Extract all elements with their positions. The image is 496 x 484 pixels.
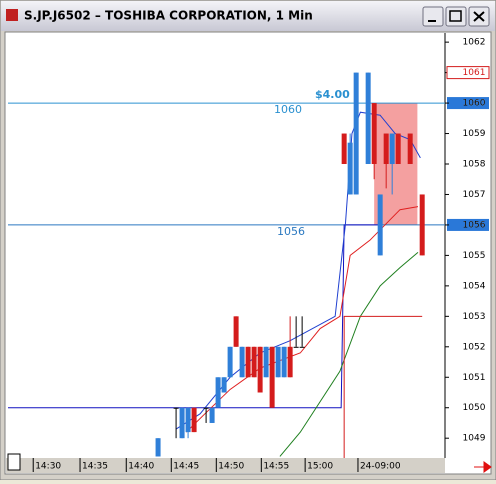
app-icon (6, 9, 18, 21)
candle-body (239, 346, 245, 378)
candle-body (269, 346, 275, 408)
y-tick-label: 1057 (463, 190, 486, 200)
y-tick-label: 1049 (463, 434, 486, 444)
max-button[interactable] (445, 6, 467, 27)
candle-body (173, 407, 179, 409)
candle-body (245, 346, 251, 378)
x-tick-label: 14:45 (173, 462, 199, 472)
x-tick-label: 24-09:00 (360, 462, 401, 472)
candle-body (395, 133, 401, 165)
candle-body (233, 316, 239, 347)
close-button[interactable] (468, 6, 490, 27)
x-tick-label: 14:35 (82, 462, 108, 472)
price-marker-label: 1061 (463, 68, 486, 78)
candle-body (209, 407, 215, 423)
price-box-label: 1060 (463, 99, 486, 109)
annotation: $4.00 (315, 88, 350, 101)
candle-body (371, 103, 377, 165)
min-button[interactable] (422, 6, 444, 27)
x-tick-label: 14:50 (218, 462, 244, 472)
candle-body (365, 72, 371, 165)
candle-body (281, 346, 287, 378)
candle-body (287, 346, 293, 378)
candle-body (341, 133, 347, 165)
candle-body (203, 407, 209, 409)
price-marker (446, 66, 490, 80)
candle-body (275, 346, 281, 378)
candle-body (215, 377, 221, 408)
y-tick-label: 1056 (463, 220, 486, 230)
window-title: S.JP.J6502 – TOSHIBA CORPORATION, 1 Min (24, 9, 313, 23)
price-box-label: 1056 (463, 220, 486, 230)
candle-body (419, 194, 425, 256)
candle-body (185, 407, 191, 433)
y-tick-label: 1053 (463, 312, 486, 322)
level-label: 1060 (274, 103, 302, 116)
y-tick-label: 1058 (463, 160, 486, 170)
x-tick-label: 14:30 (35, 462, 61, 472)
price-box (447, 97, 489, 110)
y-tick-label: 1060 (463, 99, 486, 109)
candle-body (347, 142, 353, 195)
line-series (343, 315, 423, 458)
candle-body (257, 346, 263, 393)
candle-body (263, 346, 269, 378)
x-tick-label: 14:55 (263, 462, 289, 472)
y-tick-label: 1052 (463, 342, 486, 352)
scroll-arrow[interactable] (474, 461, 492, 473)
title-bar (1, 1, 495, 31)
candle-body (251, 346, 257, 378)
candle-body (377, 194, 383, 256)
candle-body (407, 133, 413, 165)
price-box (447, 218, 489, 231)
candle-body (293, 346, 299, 348)
y-tick-label: 1050 (463, 403, 486, 413)
y-tick-label: 1062 (463, 38, 486, 48)
candle-body (389, 133, 395, 165)
candle-body (299, 346, 305, 348)
scroll-box[interactable] (7, 453, 21, 471)
candle-body (155, 438, 161, 457)
y-tick-label: 1059 (463, 129, 486, 139)
y-tick-label: 1054 (463, 281, 486, 291)
candle-body (221, 377, 227, 393)
y-tick-label: 1051 (463, 373, 486, 383)
candle-body (353, 72, 359, 195)
level-label: 1056 (277, 225, 305, 238)
time-bar (6, 458, 445, 473)
x-tick-label: 15:00 (307, 462, 333, 472)
candle-body (383, 133, 389, 165)
candle-body (179, 407, 185, 439)
candle-body (191, 407, 197, 433)
x-tick-label: 14:40 (128, 462, 154, 472)
candle-body (227, 346, 233, 378)
y-tick-label: 1055 (463, 251, 486, 261)
